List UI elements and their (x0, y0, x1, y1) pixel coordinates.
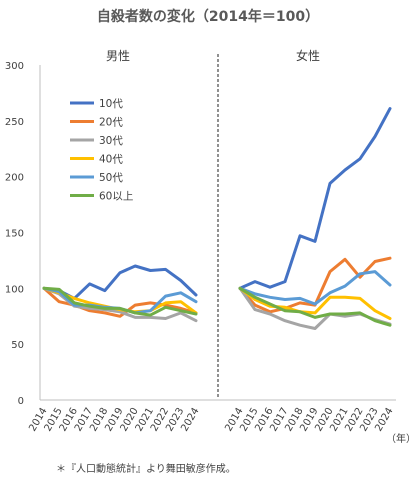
panel-label-male: 男性 (106, 49, 130, 63)
legend-entry: 30代 (99, 135, 123, 147)
series-line-female (238, 107, 392, 290)
y-tick-label: 100 (5, 284, 24, 295)
legend-entry: 10代 (99, 98, 123, 110)
y-tick-label: 50 (11, 340, 24, 351)
legend-entry: 60以上 (99, 191, 133, 203)
series-line-female (238, 286, 392, 327)
axes: 0 50 100 150 200 250 300 (5, 61, 396, 407)
y-tick-label: 250 (5, 117, 24, 128)
series-line-female (238, 270, 392, 306)
series-layer (42, 107, 392, 330)
y-tick-label: 150 (5, 229, 24, 240)
series-line-male (42, 286, 198, 317)
y-tick-label: 300 (5, 61, 24, 72)
x-tick-labels: 2014201520162017201820192020202120222023… (27, 406, 395, 434)
panel-label-female: 女性 (296, 48, 320, 63)
y-tick-label: 200 (5, 173, 24, 184)
legend-entry: 50代 (99, 172, 123, 184)
source-note: ＊『人口動態統計』より舞田敏彦作成。 (56, 462, 236, 475)
chart-title: 自殺者数の変化（2014年＝100） (97, 8, 319, 25)
legend: 10代 20代 30代 40代 50代 60以上 (70, 98, 133, 203)
y-tick-label: 0 (18, 396, 24, 407)
series-line-female (238, 286, 392, 320)
legend-entry: 40代 (99, 154, 123, 166)
x-axis-unit-label: （年） (386, 432, 416, 445)
legend-entry: 20代 (99, 117, 123, 129)
